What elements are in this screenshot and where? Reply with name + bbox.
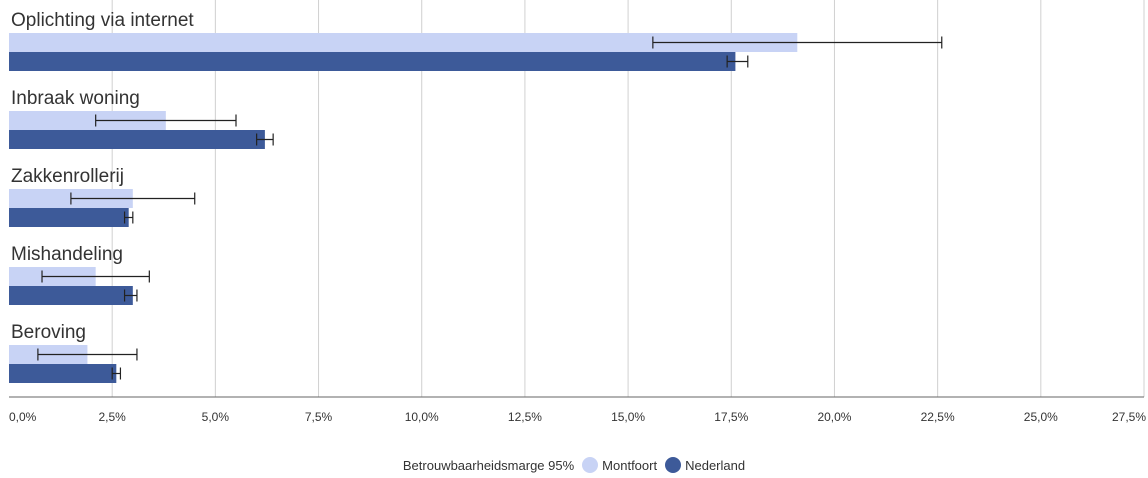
bar-nederland[interactable]: [9, 364, 117, 383]
x-tick-label: 27,5%: [1112, 410, 1146, 424]
x-tick-label: 12,5%: [508, 410, 542, 424]
category-label: Zakkenrollerij: [11, 166, 124, 187]
legend-label-nederland: Nederland: [685, 457, 746, 473]
bar-chart: 0,0% 2,5% 5,0% 7,5% 10,0% 12,5% 15,0% 17,5% 20,0…: [9, 0, 1146, 424]
x-tick-label: 2,5%: [99, 410, 127, 424]
category-label: Beroving: [11, 322, 86, 343]
x-tick-label: 17,5%: [714, 410, 748, 424]
x-tick-label: 22,5%: [921, 410, 955, 424]
x-tick-label: 15,0%: [611, 410, 645, 424]
legend-item-montfoort[interactable]: Montfoort: [582, 457, 657, 473]
x-tick-label: 20,0%: [817, 410, 851, 424]
category-label: Oplichting via internet: [11, 10, 194, 31]
x-tick-label: 10,0%: [405, 410, 439, 424]
category-label: Mishandeling: [11, 244, 123, 265]
bar-nederland[interactable]: [9, 286, 133, 305]
bar-montfoort[interactable]: [9, 111, 166, 130]
x-tick-label: 5,0%: [202, 410, 230, 424]
category-label: Inbraak woning: [11, 88, 140, 109]
x-tick-label: 7,5%: [305, 410, 333, 424]
legend-item-nederland[interactable]: Nederland: [665, 457, 745, 473]
bar-nederland[interactable]: [9, 130, 265, 149]
legend-confidence-label: Betrouwbaarheidsmarge 95%: [402, 457, 575, 473]
bar-montfoort[interactable]: [9, 33, 798, 52]
legend: Betrouwbaarheidsmarge 95% Montfoort Nede…: [0, 457, 1148, 473]
legend-swatch-nederland: [665, 457, 682, 473]
bar-nederland[interactable]: [9, 208, 129, 227]
bar-nederland[interactable]: [9, 52, 736, 71]
x-tick-label: 0,0%: [9, 410, 37, 424]
legend-label-montfoort: Montfoort: [602, 457, 658, 473]
x-tick-label: 25,0%: [1024, 410, 1058, 424]
legend-swatch-montfoort: [582, 457, 599, 473]
